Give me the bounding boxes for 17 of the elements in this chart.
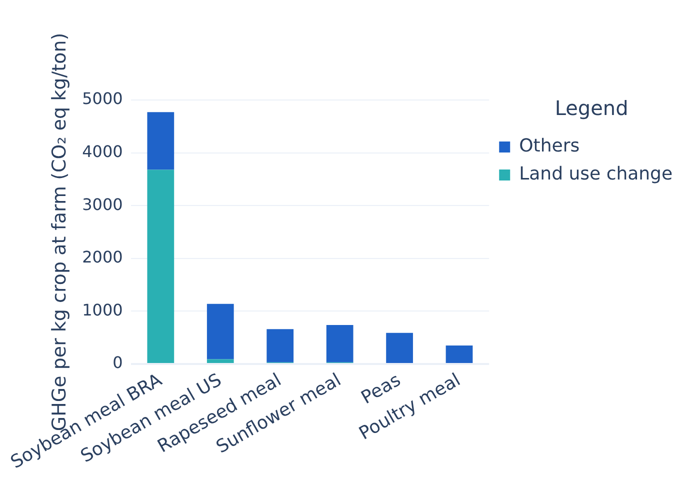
y-tick-label: 2000 (82, 248, 123, 267)
bar (266, 329, 294, 362)
y-tick-label: 3000 (82, 194, 123, 214)
y-tick-label: 1000 (82, 300, 123, 320)
bar (386, 332, 413, 364)
y-tick-label: 5000 (82, 89, 123, 108)
legend-label: Land use change (519, 164, 684, 185)
bar (206, 304, 234, 360)
bar (147, 112, 174, 170)
y-tick-label: 4000 (82, 142, 123, 161)
y-tick-label: 0 (112, 353, 123, 372)
bar (446, 346, 473, 364)
legend-title: Legend (554, 96, 628, 120)
bar (206, 359, 234, 364)
legend-label: Others (519, 136, 592, 157)
bar (147, 170, 174, 364)
bar (326, 324, 354, 362)
